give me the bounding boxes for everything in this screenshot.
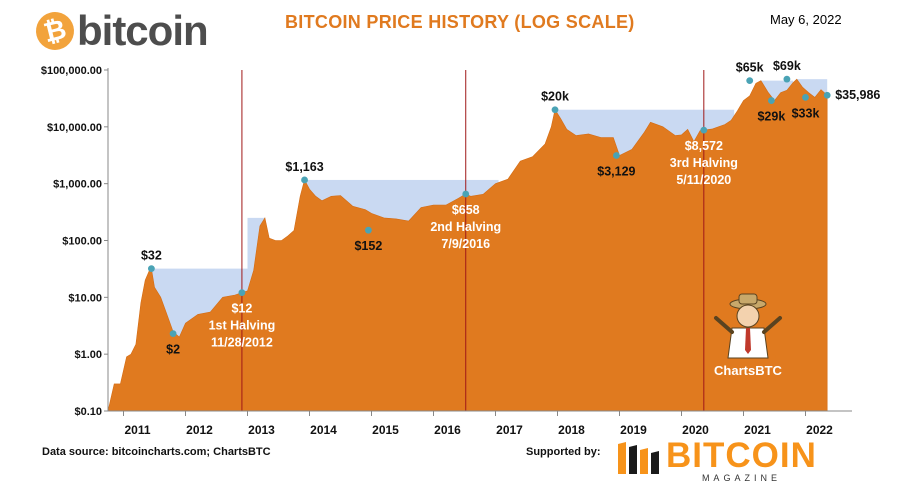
halving-date-label: 11/28/2012 xyxy=(211,336,273,350)
x-tick-label: 2018 xyxy=(558,423,585,437)
annotation-point xyxy=(169,330,177,338)
annotation-label: $35,986 xyxy=(835,88,880,102)
mascot-head xyxy=(736,304,760,328)
logo-wordmark: bitcoin xyxy=(77,7,209,54)
halving-point xyxy=(462,190,470,198)
x-tick-label: 2013 xyxy=(248,423,275,437)
bitcoin-logo: ₿ bitcoin xyxy=(31,7,209,55)
halving-price-label: $658 xyxy=(452,203,480,217)
x-tick-label: 2014 xyxy=(310,423,337,437)
halving-name-label: 3rd Halving xyxy=(670,156,738,170)
x-tick-label: 2020 xyxy=(682,423,709,437)
x-tick-label: 2017 xyxy=(496,423,523,437)
bitcoin-magazine-logo: BITCOIN MAGAZINE xyxy=(616,438,817,483)
annotation-label: $1,163 xyxy=(285,160,323,174)
mascot-label: ChartsBTC xyxy=(714,363,783,378)
halving-price-label: $12 xyxy=(231,302,252,316)
halving-point xyxy=(700,126,708,134)
magazine-name: BITCOIN xyxy=(666,436,817,475)
halving-point xyxy=(238,289,246,297)
x-tick-label: 2012 xyxy=(186,423,213,437)
annotation-label: $33k xyxy=(792,106,820,120)
x-tick-label: 2022 xyxy=(806,423,833,437)
annotation-point xyxy=(768,97,775,104)
magazine-stripes-icon xyxy=(618,442,659,474)
annotation-label: $65k xyxy=(736,61,764,75)
annotation-point xyxy=(823,91,831,99)
x-tick-label: 2011 xyxy=(124,423,150,437)
supported-by-label: Supported by: xyxy=(526,446,601,458)
annotation-point xyxy=(783,75,791,83)
annotation-label: $20k xyxy=(541,90,569,104)
annotation-label: $32 xyxy=(141,249,162,263)
x-tick-label: 2016 xyxy=(434,423,461,437)
y-tick-label: $10.00 xyxy=(68,292,102,304)
y-tick-label: $100,000.00 xyxy=(41,65,102,77)
y-tick-label: $100.00 xyxy=(62,236,102,248)
mascot-tie xyxy=(745,328,751,354)
x-tick-label: 2019 xyxy=(620,423,647,437)
halving-date-label: 7/9/2016 xyxy=(441,237,490,251)
annotation-point xyxy=(148,265,155,273)
annotation-point xyxy=(746,77,754,85)
x-tick-label: 2015 xyxy=(372,423,399,437)
magazine-subtitle: MAGAZINE xyxy=(701,473,781,483)
y-tick-label: $1.00 xyxy=(74,349,102,361)
annotation-point xyxy=(551,106,559,114)
annotation-point xyxy=(365,226,372,234)
annotation-point xyxy=(802,93,809,101)
annotation-label: $2 xyxy=(166,343,180,357)
y-tick-label: $10,000.00 xyxy=(47,122,102,134)
mascot-background xyxy=(718,354,776,382)
chart-date: May 6, 2022 xyxy=(770,12,842,27)
mascot-hat-top xyxy=(738,293,758,305)
annotation-label: $69k xyxy=(773,59,801,73)
annotation-label: $29k xyxy=(757,110,785,124)
mascot-arms xyxy=(714,316,782,334)
halving-name-label: 2nd Halving xyxy=(430,220,501,234)
annotation-point xyxy=(613,152,620,159)
annotation-label: $3,129 xyxy=(597,165,635,179)
halving-name-label: 1st Halving xyxy=(209,319,276,333)
mascot-icon: ChartsBTC xyxy=(714,293,783,382)
x-tick-label: 2021 xyxy=(744,423,771,437)
y-tick-label: $0.10 xyxy=(74,406,102,418)
halving-price-label: $8,572 xyxy=(685,139,723,153)
chart-title: BITCOIN PRICE HISTORY (LOG SCALE) xyxy=(285,12,635,32)
annotation-point xyxy=(301,176,308,184)
price-area xyxy=(107,78,828,412)
annotation-label: $152 xyxy=(354,239,382,253)
halving-date-label: 5/11/2020 xyxy=(676,173,731,187)
data-source-note: Data source: bitcoincharts.com; ChartsBT… xyxy=(42,446,271,458)
y-tick-label: $1,000.00 xyxy=(53,179,102,191)
